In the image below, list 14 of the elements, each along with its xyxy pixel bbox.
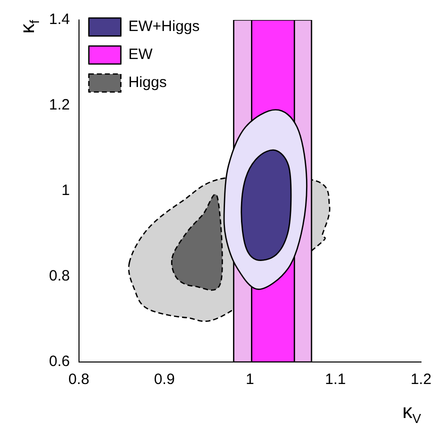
x-tick-label: 0.9 [154,371,175,388]
x-tick-label: 1.1 [325,371,346,388]
y-axis-title: κf [17,20,42,34]
x-tick-label: 1.2 [410,371,432,388]
x-tick-label: 1 [246,371,254,388]
legend-label: Higgs [128,74,167,92]
y-tick-label: 0.6 [48,353,70,370]
x-tick-label: 0.8 [68,371,90,388]
y-tick-label: 0.8 [48,268,70,285]
legend-label: EW [128,46,154,64]
y-tick-label: 1 [62,182,70,200]
y-tick-label: 1.2 [48,96,70,114]
legend-label: EW+Higgs [128,18,200,36]
y-tick-label: 1.4 [48,11,70,28]
